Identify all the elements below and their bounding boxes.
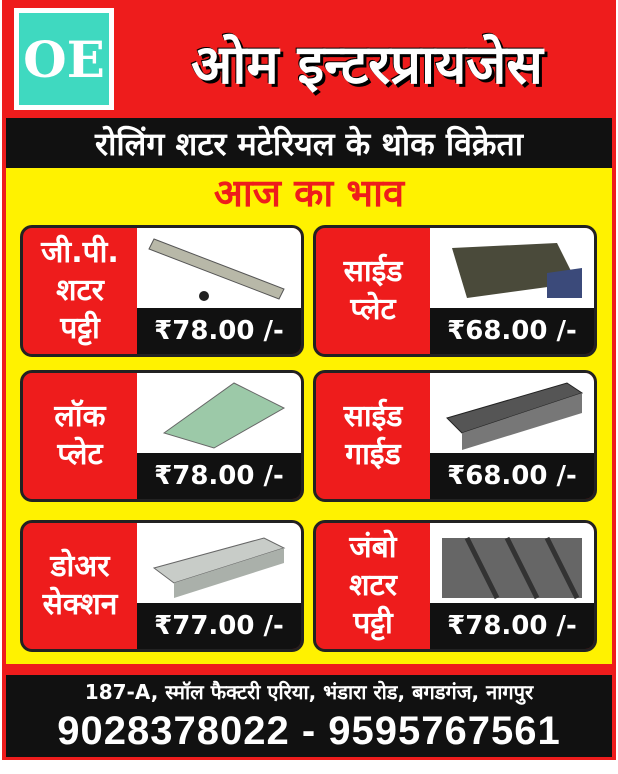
company-name: ओम इन्टरप्रायजेस (191, 33, 543, 96)
product-card: डोअरसेक्शन₹77.00 /-kg. (20, 520, 304, 652)
company-logo: OE (14, 8, 114, 110)
product-name-line: साईड (343, 254, 403, 289)
lock-plate-image (137, 373, 301, 455)
side-plate-image (430, 228, 594, 310)
todays-rate-heading: आज का भाव (213, 171, 405, 215)
product-card: लॉकप्लेट₹78.00 /-kg. (20, 370, 304, 502)
jumbo-shutter-strip-image (430, 523, 594, 605)
product-price: ₹78.00 /-kg. (430, 603, 594, 649)
product-name-line: साईड (343, 399, 403, 434)
address: 187-A, स्मॉल फैक्टरी एरिया, भंडारा रोड, … (84, 680, 534, 704)
product-price: ₹77.00 /-kg. (137, 603, 301, 649)
shutter-strip-image (137, 228, 301, 310)
contact-footer: 187-A, स्मॉल फैक्टरी एरिया, भंडारा रोड, … (6, 675, 612, 757)
product-name: जी.पी. शटर पट्टी (23, 228, 137, 354)
product-name: डोअर सेक्शन (23, 523, 137, 649)
product-name-line: प्लेट (57, 437, 103, 472)
product-name: साईड गाईड (316, 373, 430, 499)
product-name-line: गाईड (345, 437, 401, 472)
product-name-line: सेक्शन (42, 587, 118, 622)
logo-mark: OE (19, 13, 109, 105)
product-price: ₹78.00 /-kg. (137, 453, 301, 499)
tagline: रोलिंग शटर मटेरियल के थोक विक्रेता (6, 118, 612, 168)
product-name-line: डोअर (50, 549, 110, 584)
product-card: साईडप्लेट₹68.00 /-kg. (313, 225, 597, 357)
product-name: जंबो शटर पट्टी (316, 523, 430, 649)
advertisement: OE ओम इन्टरप्रायजेस रोलिंग शटर मटेरियल क… (2, 0, 616, 760)
product-price: ₹68.00 /-kg. (430, 453, 594, 499)
product-name-line: जंबो (349, 530, 397, 565)
product-price: ₹78.00 /-kg. (137, 308, 301, 354)
product-name-line: लॉक (54, 399, 106, 434)
product-name-line: प्लेट (350, 292, 396, 327)
product-name-line: पट्टी (353, 606, 393, 641)
product-name: साईड प्लेट (316, 228, 430, 354)
product-price: ₹68.00 /-kg. (430, 308, 594, 354)
product-name: लॉक प्लेट (23, 373, 137, 499)
product-name-line: शटर (349, 568, 397, 603)
side-guide-image (430, 373, 594, 455)
product-name-line: जी.पी. (41, 235, 119, 270)
phone-numbers: 9028378022 - 9595767561 (57, 709, 561, 753)
door-section-image (137, 523, 301, 605)
product-name-line: शटर (56, 273, 104, 308)
product-card: साईडगाईड₹68.00 /-kg. (313, 370, 597, 502)
product-name-line: पट्टी (60, 311, 100, 346)
